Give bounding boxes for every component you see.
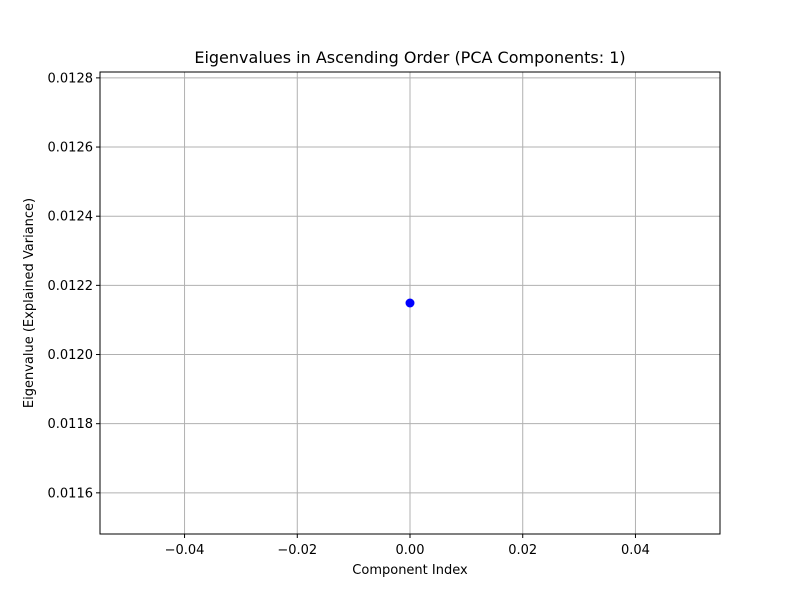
x-tick-label: 0.02 [508, 543, 537, 558]
y-tick-label: 0.0120 [48, 348, 94, 363]
x-tick-label: 0.00 [396, 543, 425, 558]
y-tick-label: 0.0128 [48, 71, 94, 86]
y-tick-label: 0.0124 [48, 210, 94, 225]
x-tick-label: −0.02 [277, 543, 317, 558]
data-point [405, 298, 415, 308]
x-tick-label: −0.04 [165, 543, 205, 558]
x-tick-label: 0.04 [621, 543, 650, 558]
axis-ticks: −0.04 −0.02 0.00 0.02 0.04 0.0116 0.0118 0.0120… [48, 71, 650, 558]
chart-title: Eigenvalues in Ascending Order (PCA Comp… [194, 48, 625, 67]
y-tick-label: 0.0116 [48, 486, 94, 501]
data-points [405, 298, 415, 308]
y-axis-label: Eigenvalue (Explained Variance) [22, 198, 37, 408]
y-tick-label: 0.0126 [48, 141, 94, 156]
y-tick-label: 0.0122 [48, 279, 94, 294]
grid-lines [100, 72, 720, 534]
y-tick-label: 0.0118 [48, 417, 94, 432]
x-axis-label: Component Index [352, 563, 468, 578]
